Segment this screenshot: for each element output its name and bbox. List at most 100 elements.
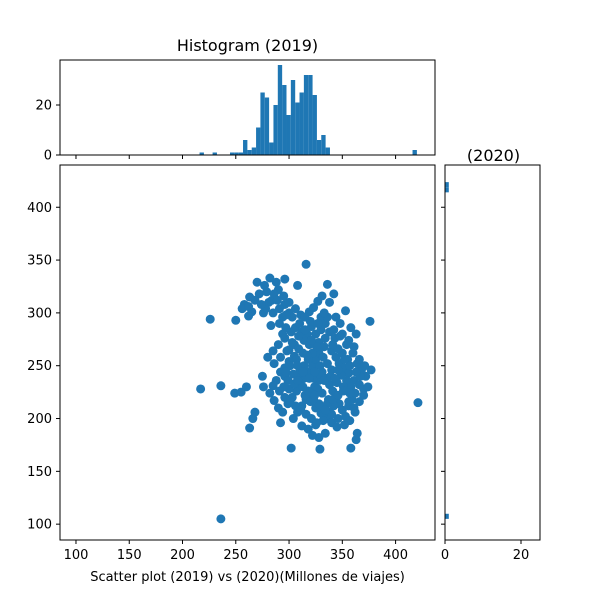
scatter-point	[349, 342, 359, 352]
scatter-point	[315, 361, 325, 371]
scatter-point	[257, 371, 267, 381]
scatter-point	[365, 316, 375, 326]
scatter-point	[268, 346, 278, 356]
scatter-point	[310, 367, 320, 377]
scatter-point	[284, 297, 294, 307]
scatter-point	[241, 382, 251, 392]
histogram-2019-bar	[234, 152, 239, 155]
scatter-point	[244, 302, 254, 312]
scatter-point	[344, 335, 354, 345]
scatter-point	[319, 375, 329, 385]
scatter-point	[281, 310, 291, 320]
scatter-point	[269, 396, 279, 406]
scatter-point	[231, 315, 241, 325]
scatter-point	[339, 420, 349, 430]
histogram-2019-frame	[59, 59, 436, 156]
scatter-point	[320, 405, 330, 415]
scatter-point	[254, 289, 264, 299]
scatter-point	[330, 373, 340, 383]
scatter-point	[352, 428, 362, 438]
scatter-point	[252, 277, 262, 287]
histogram-2020-bar	[445, 182, 449, 188]
scatter-point	[300, 325, 310, 335]
scatter-point	[320, 428, 330, 438]
histogram-2019-bar	[316, 140, 322, 155]
scatter-point	[287, 337, 297, 347]
scatter-y-tick-label: 400	[27, 201, 52, 216]
scatter-point	[205, 314, 215, 324]
scatter-point	[320, 333, 330, 343]
scatter-x-tick-label: 400	[383, 548, 408, 563]
scatter-point	[312, 418, 322, 428]
histogram-2019-bar	[260, 92, 265, 155]
histogram-2019-bar	[247, 150, 252, 155]
scatter-point	[366, 365, 376, 375]
histogram-2019-bar	[325, 147, 330, 155]
scatter-point	[285, 361, 295, 371]
histogram-2019-bar	[251, 147, 257, 155]
scatter-point	[244, 311, 254, 321]
scatter-point	[351, 367, 361, 377]
scatter-point	[318, 352, 328, 362]
scatter-point	[293, 280, 303, 290]
scatter-point	[196, 384, 206, 394]
scatter-x-tick-label: 300	[277, 548, 302, 563]
scatter-point	[359, 390, 369, 400]
histogram-2019-bar	[295, 102, 300, 155]
scatter-point	[281, 367, 291, 377]
histogram-2019-bar	[256, 127, 261, 155]
scatter-point	[363, 382, 373, 392]
scatter-point	[276, 418, 286, 428]
histogram-2020-bar	[445, 187, 449, 193]
scatter-point	[332, 422, 342, 432]
scatter-point	[312, 342, 322, 352]
histogram-2019-bar	[264, 97, 270, 155]
scatter-point	[288, 369, 298, 379]
scatter-point	[292, 386, 302, 396]
histogram-2019-bar	[212, 152, 217, 155]
histogram-2019-bar	[299, 92, 304, 155]
scatter-point	[290, 304, 300, 314]
scatter-point	[302, 350, 312, 360]
histogram-2019-bar	[303, 75, 309, 155]
scatter-point	[311, 329, 321, 339]
histogram-2020-area	[445, 165, 540, 540]
scatter-y-tick-label: 200	[27, 412, 52, 427]
scatter-point	[279, 291, 289, 301]
scatter-point	[341, 306, 351, 316]
scatter-point	[278, 329, 288, 339]
scatter-point	[333, 414, 343, 424]
scatter-y-tick-label: 150	[27, 465, 52, 480]
scatter-point	[216, 514, 226, 524]
scatter-point	[295, 318, 305, 328]
scatter-point	[346, 323, 356, 333]
scatter-point	[293, 375, 303, 385]
scatter-point	[269, 359, 279, 369]
histogram-2020-title: (2020)	[467, 146, 520, 165]
scatter-point	[338, 386, 348, 396]
histogram-2019-bar	[229, 152, 235, 155]
scatter-point	[325, 297, 335, 307]
scatter-point	[274, 386, 284, 396]
scatter-point	[322, 279, 332, 289]
scatter-point	[262, 287, 272, 297]
scatter-point	[360, 361, 370, 371]
scatter-point	[266, 321, 276, 331]
scatter-point	[272, 295, 282, 305]
scatter-y-tick-label: 350	[27, 254, 52, 269]
scatter-point	[307, 430, 317, 440]
histogram-2020-frame	[444, 164, 541, 541]
scatter-point	[315, 444, 325, 454]
scatter-y-tick-label: 300	[27, 306, 52, 321]
scatter-point	[346, 443, 356, 453]
scatter-point	[319, 342, 329, 352]
scatter-point	[263, 352, 273, 362]
histogram-2019-area	[60, 60, 435, 155]
scatter-point	[276, 352, 286, 362]
scatter-point	[301, 259, 311, 269]
scatter-point	[256, 299, 266, 309]
scatter-point	[293, 361, 303, 371]
scatter-point	[333, 365, 343, 375]
histogram-2019-bar	[312, 95, 317, 155]
